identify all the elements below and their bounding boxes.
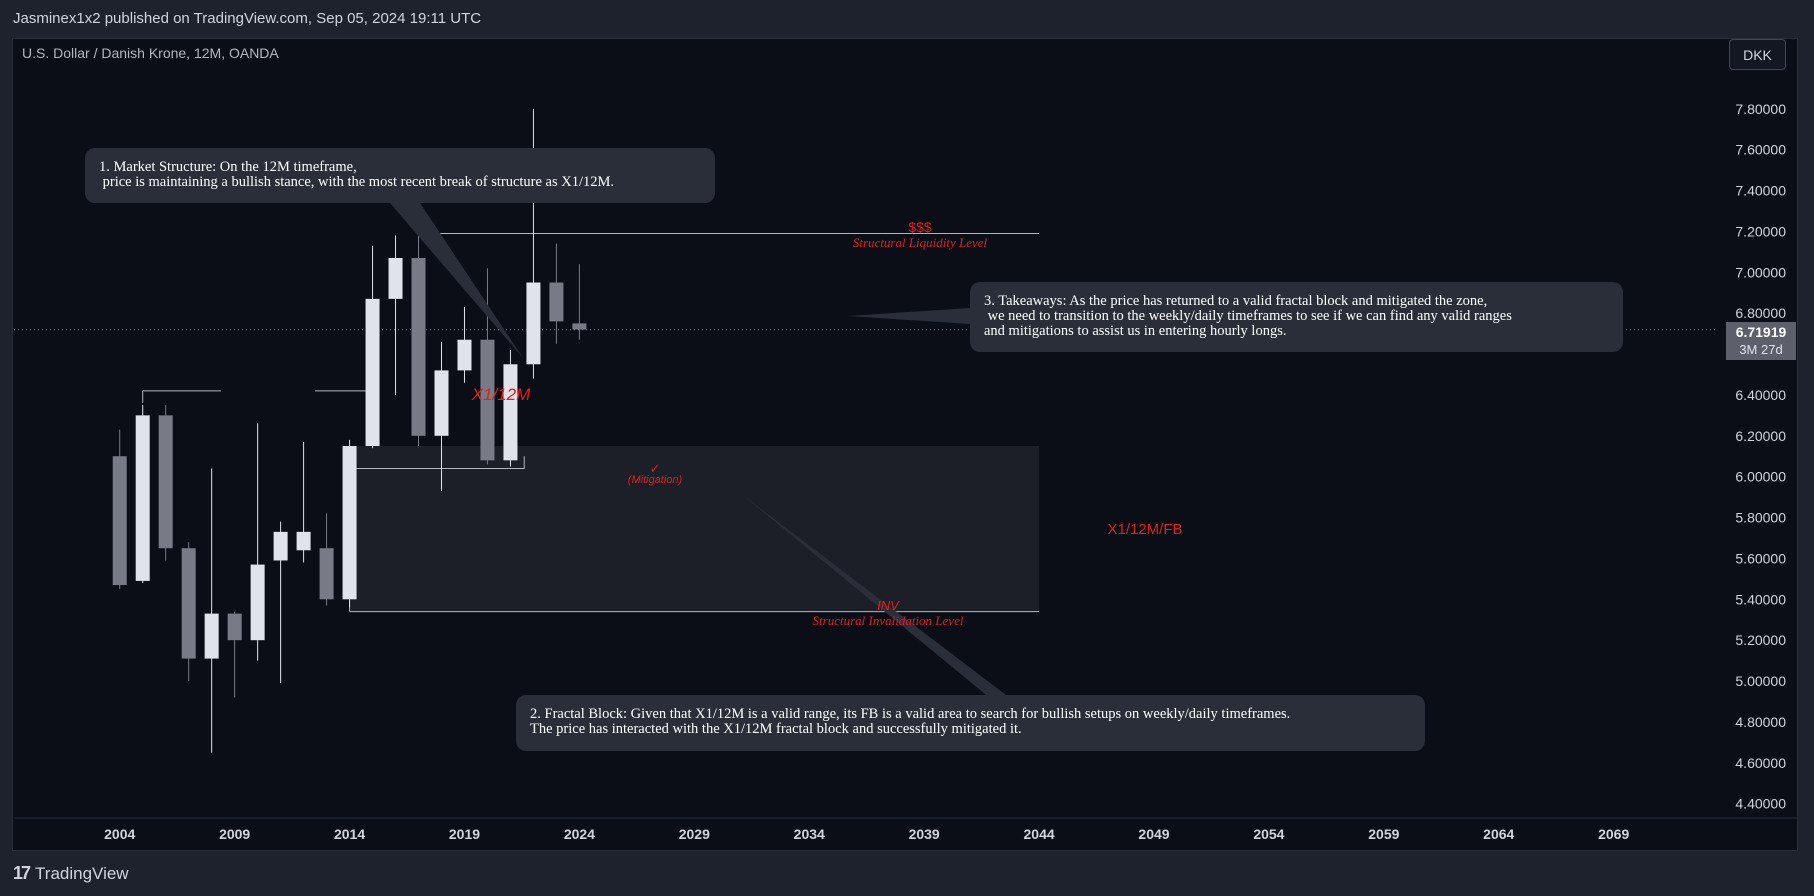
y-tick-label: 5.40000	[1735, 591, 1786, 607]
brand-name: TradingView	[35, 863, 129, 883]
invalidation-level-label: Structural Invalidation Level	[813, 613, 964, 628]
x-tick-label: 2054	[1253, 826, 1284, 842]
note1-pointer	[390, 203, 523, 358]
y-tick-label: 5.00000	[1735, 673, 1786, 689]
x-tick-label: 2029	[679, 826, 710, 842]
y-tick-label: 4.80000	[1735, 714, 1786, 730]
candle-body-2009	[227, 613, 242, 641]
x-tick-label: 2009	[219, 826, 250, 842]
candle-body-2004	[112, 456, 127, 586]
candle-body-2020	[480, 339, 495, 461]
candle-body-2015	[365, 298, 380, 447]
note2-pointer	[740, 493, 1010, 698]
y-tick-label: 7.80000	[1735, 101, 1786, 117]
x-tick-label: 2069	[1598, 826, 1629, 842]
y-tick-label: 7.40000	[1735, 183, 1786, 199]
x-tick-label: 2059	[1368, 826, 1399, 842]
candle-body-2017	[411, 257, 426, 436]
candle-body-2022	[526, 282, 541, 365]
x-tick-label: 2049	[1138, 826, 1169, 842]
x-tick-label: 2034	[794, 826, 825, 842]
y-tick-label: 6.40000	[1735, 387, 1786, 403]
liquidity-level-label: Structural Liquidity Level	[853, 235, 988, 250]
candle-body-2018	[434, 370, 449, 436]
mitigation-check-icon: ✓	[650, 462, 661, 477]
candle-body-2007	[181, 548, 196, 659]
y-tick-label: 5.60000	[1735, 550, 1786, 566]
y-tick-label: 4.40000	[1735, 796, 1786, 812]
note-fractal-block[interactable]: 2. Fractal Block: Given that X1/12M is a…	[516, 695, 1425, 751]
candle-body-2005	[135, 415, 150, 581]
x-tick-label: 2064	[1483, 826, 1514, 842]
x-tick-label: 2044	[1024, 826, 1055, 842]
candle-body-2023	[549, 282, 564, 322]
candle-body-2008	[204, 613, 219, 659]
x1-label: X1/12M	[471, 385, 531, 404]
y-tick-label: 7.60000	[1735, 142, 1786, 158]
candle-body-2006	[158, 415, 173, 549]
fractal-block-label: X1/12M/FB	[1107, 521, 1182, 538]
y-tick-label: 5.20000	[1735, 632, 1786, 648]
dollar-label: $$$	[908, 219, 932, 235]
fractal-block-zone	[349, 446, 1040, 612]
last-price-value: 6.71919	[1735, 324, 1787, 340]
note-market-structure[interactable]: 1. Market Structure: On the 12M timefram…	[85, 148, 715, 203]
tradingview-logo-icon: 17	[13, 863, 31, 883]
last-price-tag: 6.71919 3M 27d	[1726, 322, 1796, 360]
mitigation-bracket	[349, 456, 525, 470]
mitigation-label: (Mitigation)	[628, 474, 683, 486]
x-tick-label: 2019	[449, 826, 480, 842]
footer: 17 TradingView	[0, 851, 1814, 896]
x-tick-label: 2004	[104, 826, 135, 842]
note-takeaways[interactable]: 3. Takeaways: As the price has returned …	[970, 282, 1623, 352]
y-tick-label: 6.20000	[1735, 428, 1786, 444]
y-tick-label: 6.80000	[1735, 305, 1786, 321]
symbol-title: U.S. Dollar / Danish Krone, 12M, OANDA	[22, 45, 279, 61]
publish-bar: Jasminex1x2 published on TradingView.com…	[0, 0, 1814, 38]
y-tick-label: 6.00000	[1735, 469, 1786, 485]
y-tick-label: 7.00000	[1735, 264, 1786, 280]
x-tick-label: 2014	[334, 826, 365, 842]
candle-body-2019	[457, 339, 472, 371]
publish-info: Jasminex1x2 published on TradingView.com…	[13, 10, 482, 27]
note3-pointer	[848, 308, 970, 324]
candle-body-2014	[342, 446, 357, 600]
y-tick-label: 5.80000	[1735, 510, 1786, 526]
candle-body-2010	[250, 564, 265, 641]
candle-body-2012	[296, 531, 311, 551]
bar-countdown: 3M 27d	[1739, 342, 1783, 357]
y-tick-label: 7.20000	[1735, 223, 1786, 239]
currency-button[interactable]: DKK	[1729, 39, 1786, 70]
x-tick-label: 2039	[909, 826, 940, 842]
y-tick-label: 4.60000	[1735, 755, 1786, 771]
candle-body-2011	[273, 531, 288, 561]
tradingview-brand[interactable]: 17 TradingView	[13, 863, 129, 884]
candle-body-2013	[319, 548, 334, 600]
candle-body-2016	[388, 257, 403, 299]
inv-label: INV	[877, 598, 900, 613]
candle-body-2021	[503, 364, 518, 461]
candle-body-2024	[572, 323, 587, 330]
x-tick-label: 2024	[564, 826, 595, 842]
